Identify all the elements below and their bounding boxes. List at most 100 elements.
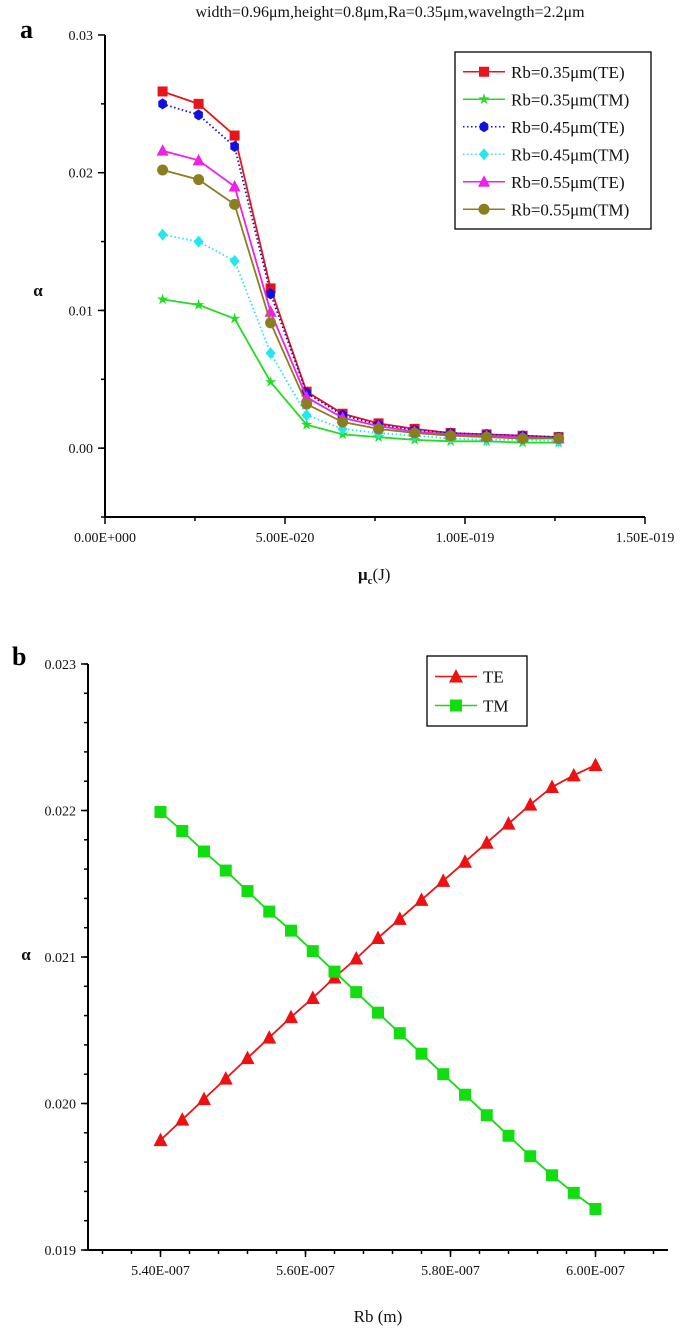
- data-point: [553, 433, 565, 445]
- legend-label: Rb=0.55μm(TM): [511, 200, 629, 219]
- y-tick-label: 0.00: [69, 442, 94, 457]
- data-point: [157, 86, 168, 97]
- data-point: [218, 1071, 233, 1085]
- x-axis-title-a-sub: c: [368, 575, 373, 587]
- data-point: [305, 990, 320, 1005]
- data-point: [481, 431, 493, 443]
- y-tick-label: 0.01: [69, 304, 94, 319]
- data-point: [589, 1202, 602, 1215]
- data-point: [436, 873, 451, 887]
- legend-box: [426, 655, 528, 727]
- legend-label: TE: [483, 668, 504, 687]
- data-point: [285, 924, 297, 937]
- legend-marker-hexagon-icon: [479, 121, 489, 133]
- series-line: [162, 103, 559, 438]
- series-line: [162, 233, 559, 443]
- data-point: [262, 1030, 277, 1044]
- data-point: [193, 98, 204, 109]
- data-point: [301, 398, 313, 410]
- data-point: [265, 347, 276, 360]
- chart-a: width=0.96μm,height=0.8μm,Ra=0.35μm,wave…: [20, 4, 674, 587]
- data-point: [154, 805, 167, 818]
- data-point: [415, 1047, 428, 1060]
- series-line: [162, 149, 559, 440]
- data-point: [393, 1027, 406, 1040]
- legend-label: Rb=0.35μm(TM): [511, 90, 629, 109]
- data-point: [372, 1006, 384, 1019]
- chart-a-title: width=0.96μm,height=0.8μm,Ra=0.35μm,wave…: [195, 4, 585, 21]
- series-Rb=0.55μm(TM): [157, 164, 565, 445]
- data-point: [588, 757, 603, 772]
- data-point: [240, 1050, 255, 1065]
- legend-label: Rb=0.55μm(TE): [511, 173, 625, 192]
- data-point: [241, 885, 254, 898]
- x-tick-label: 5.60E-007: [276, 1264, 335, 1279]
- data-point: [350, 986, 363, 999]
- legend-marker-triangle-icon: [478, 175, 490, 187]
- data-point: [437, 1068, 450, 1081]
- data-point: [300, 418, 313, 430]
- x-tick-label: 5.40E-007: [131, 1264, 190, 1279]
- data-point: [264, 376, 277, 387]
- data-point: [198, 845, 210, 858]
- data-point: [479, 835, 494, 849]
- x-axis-title-b: Rb (m): [354, 1307, 403, 1326]
- data-point: [458, 854, 472, 868]
- y-tick-label: 0.020: [45, 1098, 77, 1113]
- y-axis-title-a: α: [33, 281, 43, 300]
- legend-marker-triangle-icon: [449, 669, 463, 683]
- data-point: [156, 293, 169, 305]
- y-tick-label: 0.021: [45, 951, 77, 966]
- data-point: [517, 433, 529, 445]
- data-point: [263, 905, 276, 918]
- data-point: [306, 945, 319, 958]
- data-point: [156, 144, 169, 156]
- data-point: [192, 153, 205, 166]
- x-axis-title-a-main: μ: [358, 565, 368, 584]
- legend-marker-diamond-icon: [479, 148, 489, 161]
- data-point: [459, 1088, 471, 1101]
- legend-marker-circle-icon: [478, 203, 490, 215]
- x-axis-title-a: μc(J): [358, 565, 390, 587]
- data-point: [230, 141, 239, 152]
- series-Rb=0.45μm(TM): [157, 228, 564, 448]
- chart-b: b α Rb (m) 5.40E-007 5.60E-007 5.80E-007 6.…: [12, 642, 668, 1326]
- data-point: [228, 179, 241, 192]
- data-point: [566, 767, 581, 782]
- series-line: [162, 298, 559, 444]
- x-tick-label: 6.00E-007: [566, 1264, 625, 1279]
- data-point: [414, 892, 429, 906]
- y-tick-label: 0.023: [45, 658, 77, 673]
- data-point: [546, 1169, 558, 1182]
- data-point: [523, 797, 538, 811]
- data-point: [501, 816, 516, 830]
- panel-label-b: b: [12, 642, 26, 671]
- series-Rb=0.35μm(TM): [156, 293, 565, 448]
- y-tick-label: 0.03: [69, 29, 94, 44]
- legend-box: [454, 51, 652, 230]
- data-point: [373, 423, 385, 435]
- series-line: [162, 169, 559, 440]
- legend-label: Rb=0.45μm(TM): [511, 145, 629, 164]
- data-point: [153, 1132, 168, 1147]
- data-point: [480, 1109, 493, 1122]
- legend-marker-square-icon: [450, 699, 462, 712]
- data-point: [337, 416, 349, 428]
- data-point: [228, 312, 241, 324]
- legend-marker-star-icon: [478, 93, 490, 105]
- data-point: [229, 130, 240, 141]
- x-axis-title-a-unit: (J): [373, 565, 391, 584]
- data-point: [193, 235, 204, 248]
- y-axis-title-b: α: [21, 945, 31, 964]
- data-point: [371, 930, 385, 944]
- data-point: [176, 825, 189, 838]
- data-point: [229, 198, 241, 210]
- data-point: [545, 779, 559, 794]
- x-tick-label: 0.00E+000: [74, 531, 136, 546]
- data-point: [502, 1129, 515, 1142]
- series-TM: [154, 805, 602, 1215]
- panel-label-a: a: [20, 15, 33, 44]
- data-point: [229, 254, 240, 267]
- data-point: [265, 317, 277, 329]
